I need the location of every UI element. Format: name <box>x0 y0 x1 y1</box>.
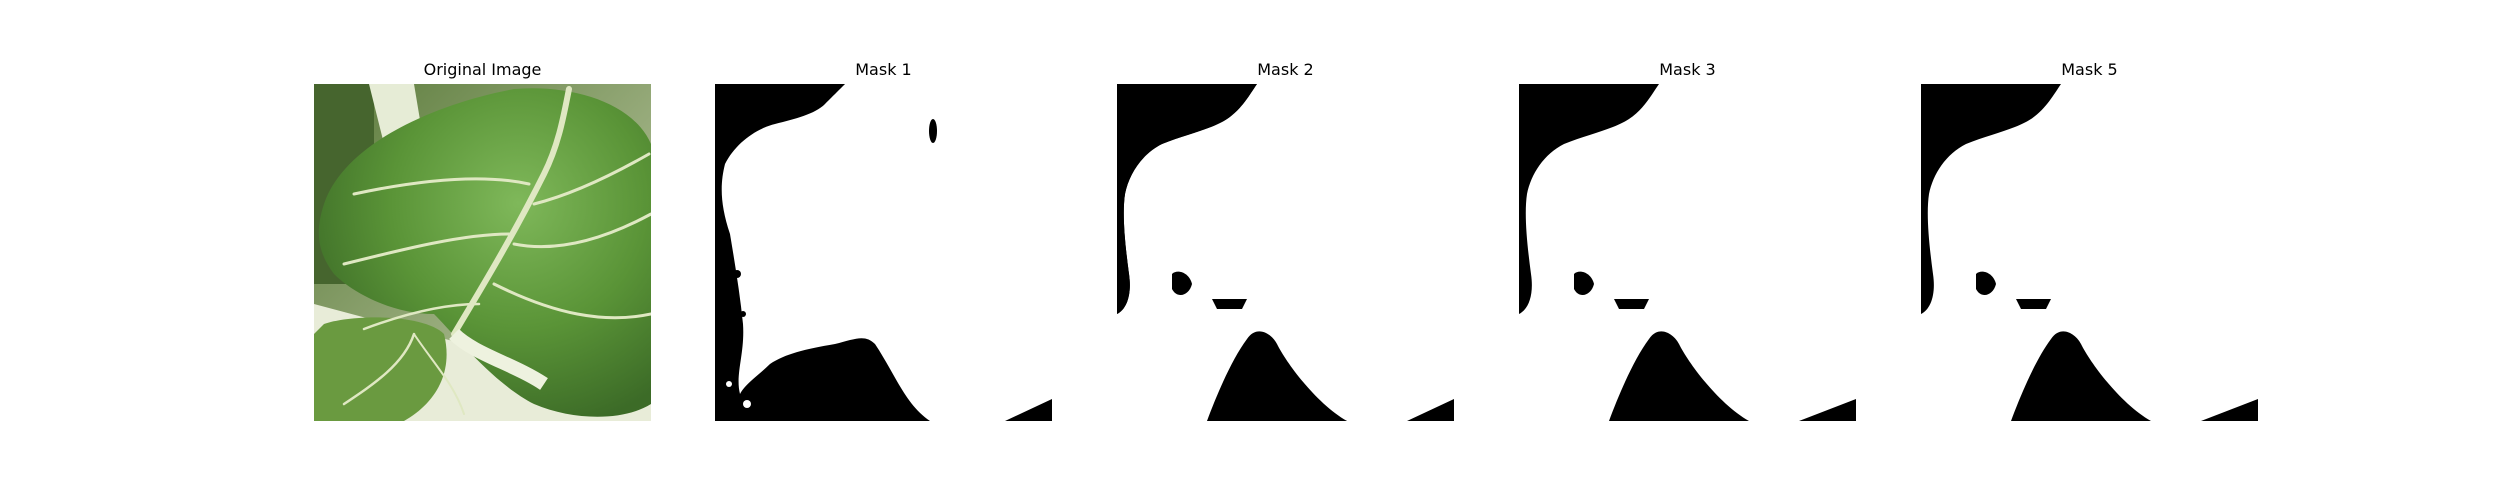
leaf-photo <box>314 84 651 421</box>
mask-3-panel <box>1519 84 1856 421</box>
mask-2-panel <box>1117 84 1454 421</box>
mask-5-image <box>1921 84 2258 421</box>
mask-5-panel <box>1921 84 2258 421</box>
mask-1-panel <box>715 84 1052 421</box>
panel-title-mask-5: Mask 5 <box>1921 60 2258 79</box>
mask-1-image <box>715 84 1052 421</box>
original-image-panel <box>314 84 651 421</box>
panel-title-mask-1: Mask 1 <box>715 60 1052 79</box>
panel-title-mask-2: Mask 2 <box>1117 60 1454 79</box>
panel-title-original: Original Image <box>314 60 651 79</box>
panel-title-mask-3: Mask 3 <box>1519 60 1856 79</box>
mask-2-image <box>1117 84 1454 421</box>
mask-3-image <box>1519 84 1856 421</box>
